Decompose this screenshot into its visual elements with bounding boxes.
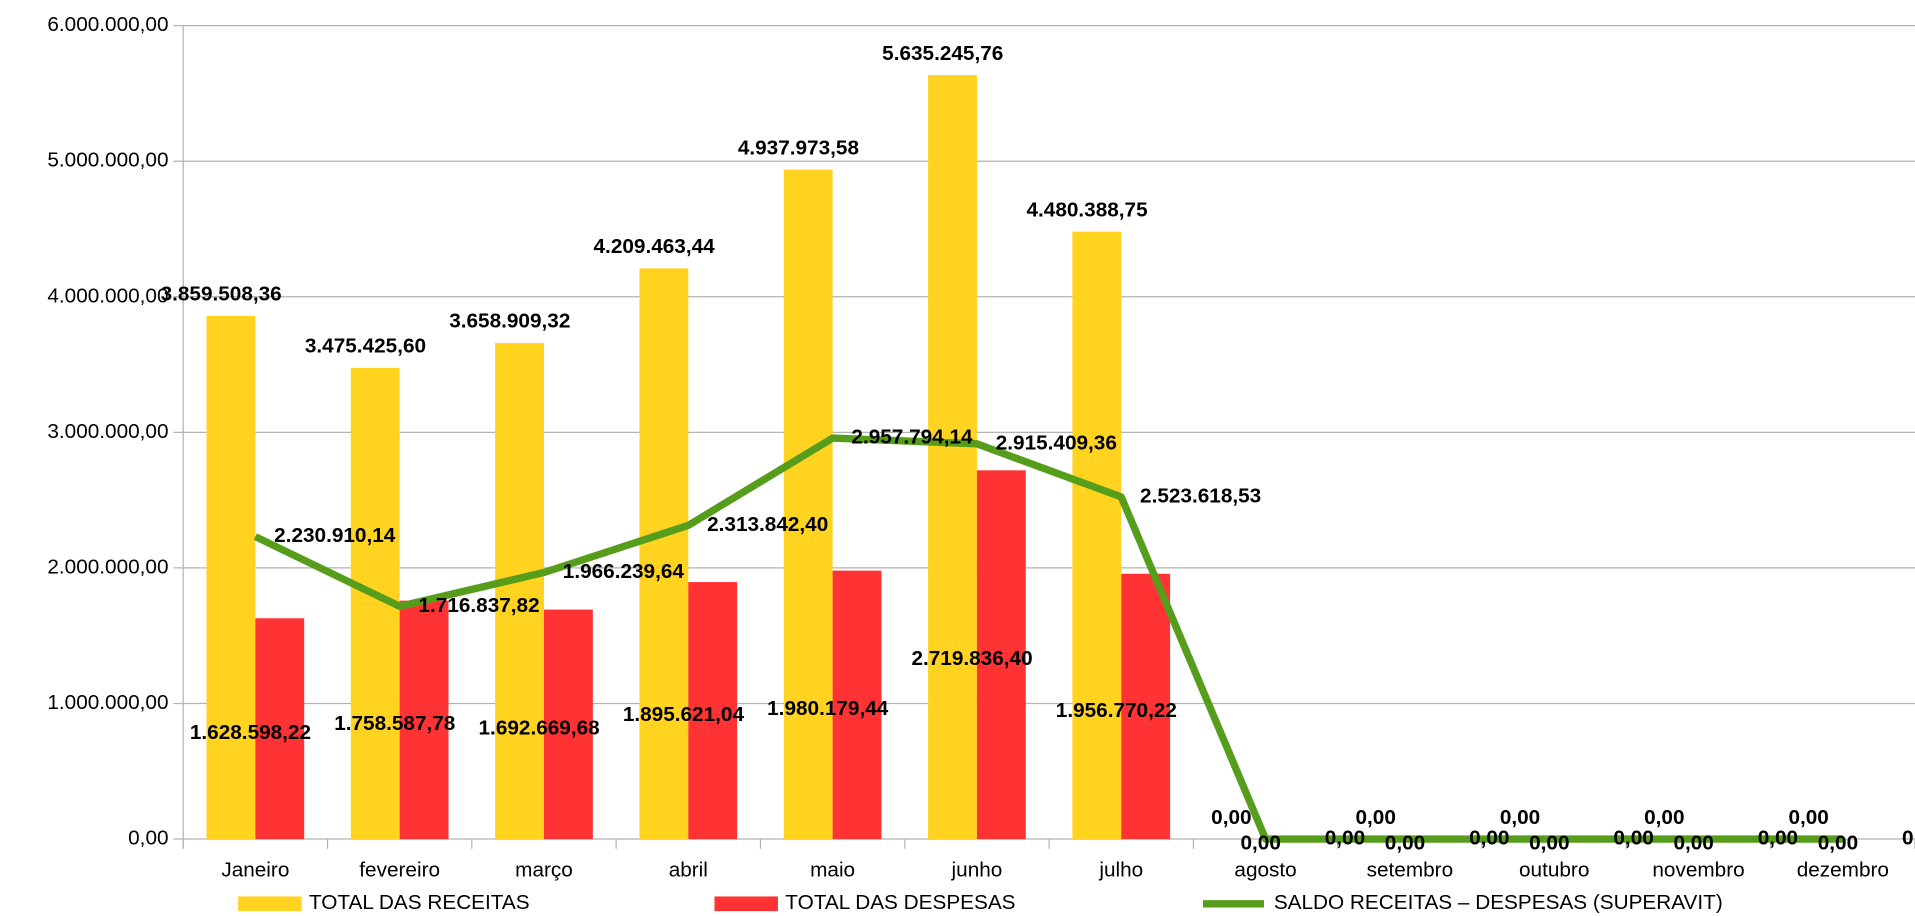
- bar: [1121, 573, 1171, 840]
- data-label: 1.956.770,22: [1056, 699, 1177, 722]
- data-label: 1.716.837,82: [418, 594, 539, 617]
- legend-swatch: [238, 896, 302, 912]
- data-label: 0,00: [1500, 806, 1540, 829]
- data-label: 2.523.618,53: [1140, 484, 1261, 507]
- bar: [688, 582, 738, 840]
- line-series: [253, 434, 1843, 843]
- y-tick-label: 1.000.000,00: [47, 691, 168, 714]
- data-label: 0,00: [1469, 827, 1509, 850]
- data-label: 0,00: [1325, 827, 1365, 850]
- legend-label: SALDO RECEITAS – DESPESAS (SUPERAVIT): [1274, 891, 1723, 914]
- data-label: 0,00: [1355, 806, 1395, 829]
- x-tick-label: setembro: [1367, 858, 1454, 881]
- x-tick-label: março: [515, 858, 573, 881]
- y-tick-label: 4.000.000,00: [47, 284, 168, 307]
- bar: [255, 618, 305, 840]
- data-label: 2.230.910,14: [274, 524, 396, 547]
- x-tick-label: agosto: [1234, 858, 1296, 881]
- data-label: 0,00: [1902, 827, 1915, 850]
- data-label: 0,00: [1613, 827, 1653, 850]
- data-label: 1.980.179,44: [767, 697, 889, 720]
- bar: [399, 600, 449, 840]
- bar: [639, 268, 689, 840]
- data-label: 3.475.425,60: [305, 335, 426, 358]
- data-label: 1.692.669,68: [479, 717, 600, 740]
- y-tick-label: 5.000.000,00: [47, 149, 168, 172]
- data-label: 3.859.508,36: [161, 283, 282, 306]
- data-label: 2.957.794,14: [851, 426, 973, 449]
- x-tick-label: outubro: [1519, 858, 1589, 881]
- data-label: 0,00: [1644, 806, 1684, 829]
- data-label: 1.628.598,22: [190, 721, 311, 744]
- data-label: 0,00: [1818, 831, 1858, 854]
- data-label: 2.915.409,36: [996, 431, 1117, 454]
- data-label: 1.966.239,64: [563, 560, 685, 583]
- data-label: 1.895.621,04: [623, 703, 745, 726]
- x-tick-label: abril: [669, 858, 708, 881]
- data-label: 0,00: [1529, 831, 1569, 854]
- data-label: 3.658.909,32: [449, 310, 570, 333]
- data-label: 0,00: [1788, 806, 1828, 829]
- data-label: 4.480.388,75: [1026, 198, 1147, 221]
- data-label: 5.635.245,76: [882, 42, 1003, 65]
- legend-label: TOTAL DAS DESPESAS: [785, 891, 1015, 914]
- bar: [543, 609, 593, 840]
- x-tick-label: julho: [1098, 858, 1143, 881]
- data-label: 0,00: [1385, 831, 1425, 854]
- data-label: 0,00: [1758, 827, 1798, 850]
- y-tick-label: 6.000.000,00: [47, 13, 168, 36]
- legend-swatch: [714, 896, 778, 912]
- bar: [928, 75, 977, 840]
- data-label: 2.719.836,40: [911, 647, 1032, 670]
- data-label: 4.937.973,58: [738, 136, 859, 159]
- data-label: 2.313.842,40: [707, 513, 828, 536]
- x-tick-label: novembro: [1652, 858, 1744, 881]
- data-label: 0,00: [1211, 806, 1251, 829]
- bar: [206, 315, 256, 840]
- x-tick-label: junho: [951, 858, 1003, 881]
- y-tick-label: 0,00: [128, 827, 168, 850]
- data-label: 4.209.463,44: [594, 235, 716, 258]
- data-label: 1.758.587,78: [334, 712, 455, 735]
- y-tick-label: 3.000.000,00: [47, 420, 168, 443]
- legend-label: TOTAL DAS RECEITAS: [309, 891, 530, 914]
- bar: [976, 470, 1026, 840]
- x-tick-label: Janeiro: [221, 858, 289, 881]
- data-label: 0,00: [1240, 831, 1280, 854]
- data-label: 0,00: [1673, 831, 1713, 854]
- y-tick-label: 2.000.000,00: [47, 555, 168, 578]
- bar: [783, 169, 833, 840]
- bar: [832, 570, 882, 840]
- x-tick-label: fevereiro: [359, 858, 440, 881]
- bar: [1072, 231, 1122, 840]
- bar: [495, 343, 544, 840]
- x-tick-label: dezembro: [1797, 858, 1889, 881]
- x-tick-label: maio: [810, 858, 855, 881]
